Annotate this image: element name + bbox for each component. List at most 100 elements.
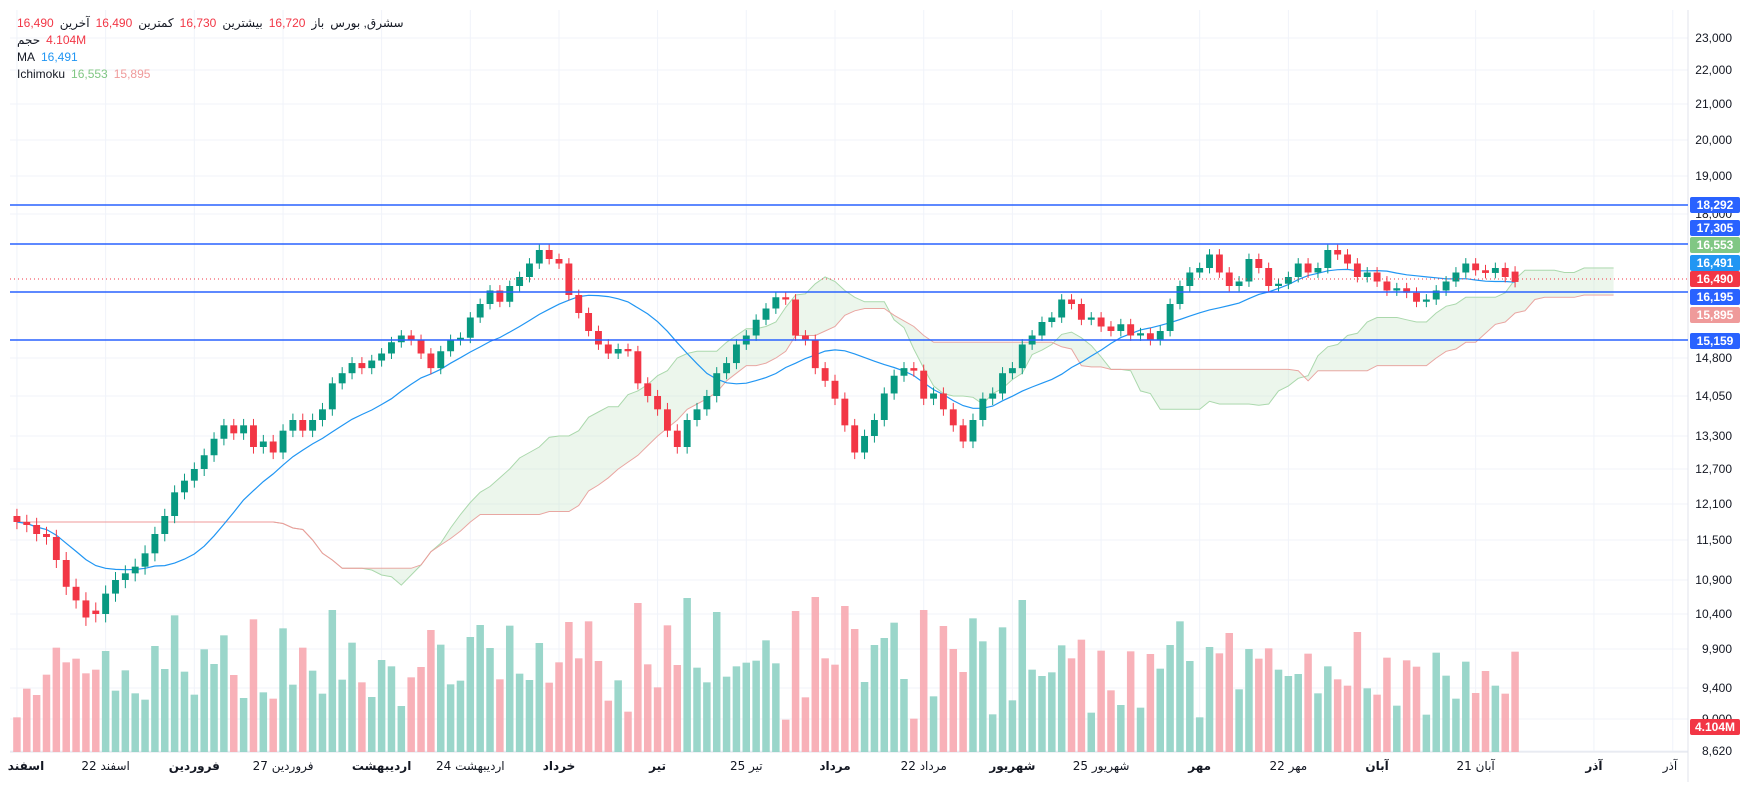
y-tick-label: 14,800 — [1695, 351, 1732, 365]
candle-up — [309, 420, 317, 431]
candle-up — [210, 438, 218, 456]
ohlc-legend-row: سشرق, بورس باز 16,720 بیشترین 16,730 کمتری… — [17, 15, 404, 32]
volume-bar-down — [663, 625, 672, 752]
volume-bar-down — [574, 658, 583, 752]
y-tick-label: 23,000 — [1695, 31, 1732, 45]
candle-down — [1068, 299, 1075, 304]
candle-down — [1127, 324, 1135, 336]
y-tick-label: 10,900 — [1695, 573, 1732, 587]
candle-down — [92, 610, 100, 614]
volume-bar-down — [1383, 657, 1391, 752]
volume-bar-down — [42, 674, 51, 752]
candle-down — [1353, 263, 1361, 277]
volume-bar-up — [279, 628, 287, 752]
candle-up — [772, 297, 780, 309]
volume-bar-up — [486, 648, 494, 752]
volume-bar-up — [1087, 712, 1096, 752]
volume-bar-up — [998, 627, 1007, 752]
volume-bar-down — [584, 621, 593, 752]
volume-bar-up — [466, 637, 475, 752]
candle-up — [1117, 324, 1125, 331]
x-tick-label: اردیبهشت — [352, 759, 411, 773]
volume-bar-up — [1008, 700, 1017, 752]
volume-bar-down — [850, 629, 859, 752]
volume-bar-up — [170, 615, 179, 752]
candle-down — [673, 430, 681, 447]
volume-bar-up — [436, 644, 445, 752]
y-tick-label: 21,000 — [1695, 97, 1732, 111]
candle-down — [939, 393, 947, 410]
candle-up — [348, 363, 356, 374]
candle-up — [1176, 286, 1184, 304]
volume-bar-up — [880, 638, 889, 752]
volume-label-text: 4.104M — [1695, 720, 1735, 734]
volume-bar-up — [703, 682, 711, 752]
x-tick-label: آبان — [1365, 758, 1389, 773]
candle-up — [969, 420, 977, 442]
candle-down — [1472, 263, 1480, 271]
candle-up — [1422, 299, 1430, 302]
candle-up — [1432, 290, 1440, 300]
volume-bar-up — [1324, 666, 1332, 752]
volume-bar-up — [505, 625, 514, 752]
volume-bar-up — [446, 684, 455, 752]
price-label-text: 16,553 — [1697, 238, 1734, 252]
volume-bar-down — [1412, 666, 1421, 752]
volume-bar-up — [338, 679, 346, 752]
volume-bar-up — [200, 649, 208, 752]
volume-bar-down — [82, 673, 90, 752]
candle-up — [979, 398, 987, 420]
volume-bar-up — [131, 693, 139, 752]
close-label: آخرین — [59, 16, 90, 30]
candle-down — [545, 250, 553, 259]
volume-bar-down — [673, 665, 682, 752]
candle-up — [1294, 263, 1302, 277]
candle-down — [43, 534, 50, 537]
x-tick-label: مرداد — [819, 759, 850, 773]
volume-bar-down — [821, 658, 829, 752]
candle-up — [693, 409, 701, 420]
volume-bar-up — [348, 642, 356, 752]
candle-up — [506, 286, 514, 302]
low-value: 16,490 — [95, 16, 133, 30]
candle-down — [1255, 259, 1263, 268]
volume-legend-value: 4.104M — [46, 33, 87, 47]
y-tick-label: 12,700 — [1695, 462, 1732, 476]
candle-down — [1413, 292, 1420, 302]
volume-bar-down — [1471, 693, 1480, 752]
volume-bar-down — [1373, 694, 1381, 752]
volume-bar-up — [614, 680, 622, 752]
volume-bar-down — [52, 647, 61, 752]
candle-up — [999, 373, 1006, 394]
candle-down — [1501, 268, 1509, 277]
price-label-box — [1690, 289, 1740, 305]
ma-legend-row[interactable]: MA 16,491 — [17, 49, 404, 66]
candle-up — [752, 319, 760, 336]
y-tick-label: 9,400 — [1702, 681, 1732, 695]
candle-up — [1196, 268, 1204, 273]
open-label: باز — [311, 16, 325, 30]
candle-up — [447, 340, 455, 352]
volume-legend-row[interactable]: حجم 4.104M — [17, 32, 404, 49]
candle-down — [427, 353, 435, 369]
y-tick-label: 12,100 — [1695, 497, 1732, 511]
price-label-text: 16,195 — [1697, 290, 1734, 304]
ichimoku-legend-row[interactable]: Ichimoku 16,553 15,895 — [17, 66, 404, 83]
volume-bar-up — [101, 651, 110, 752]
volume-bar-down — [1481, 671, 1490, 752]
volume-bar-up — [870, 645, 879, 752]
x-tick-label: فروردین — [169, 759, 220, 774]
candle-up — [890, 375, 898, 394]
ichimoku-legend-value-b: 15,895 — [113, 67, 151, 81]
volume-bar-up — [683, 598, 691, 752]
x-tick-label: 27 فروردین — [253, 759, 314, 774]
x-tick-label: آذر — [1584, 758, 1603, 773]
price-label-box — [1690, 197, 1740, 213]
candle-down — [1334, 250, 1342, 255]
volume-bar-up — [1274, 669, 1283, 752]
volume-bar-up — [860, 682, 869, 752]
candle-down — [1373, 272, 1381, 282]
candle-up — [200, 455, 208, 469]
candle-up — [1058, 299, 1066, 318]
